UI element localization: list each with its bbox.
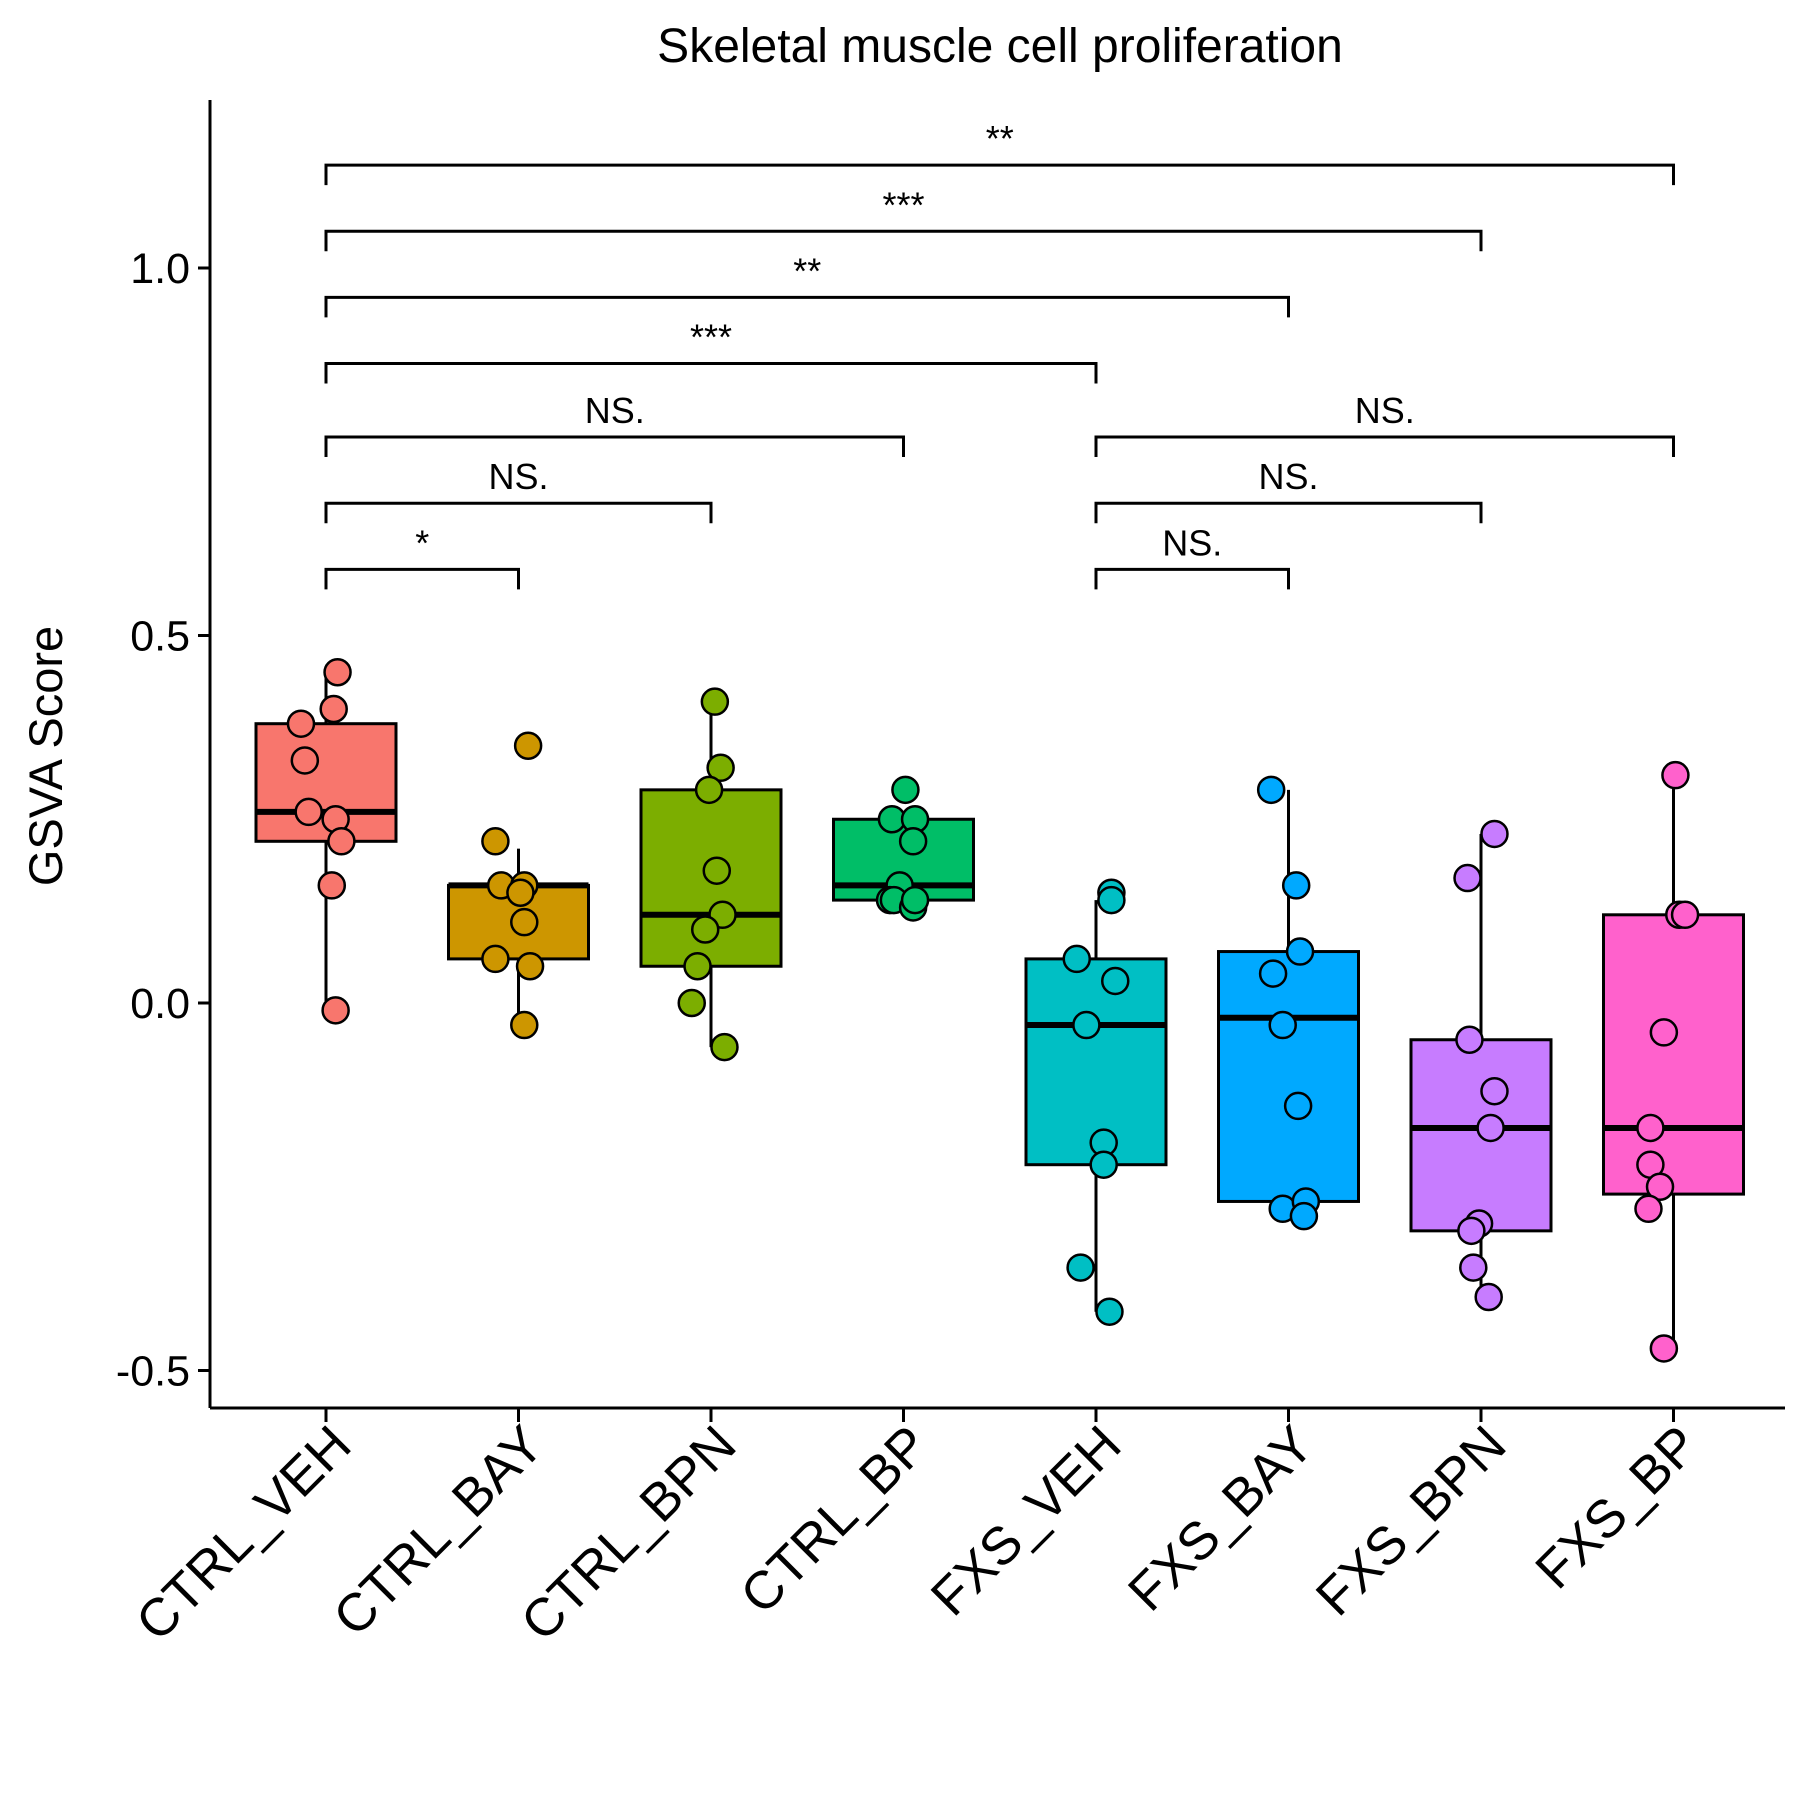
x-tick-label: FXS_BP — [1525, 1415, 1710, 1600]
data-point — [319, 694, 348, 724]
y-axis-label: GSVA Score — [19, 626, 72, 886]
data-point — [1281, 871, 1311, 900]
y-tick-label: -0.5 — [116, 1348, 190, 1396]
significance-bracket — [324, 435, 905, 458]
data-point — [1285, 937, 1315, 966]
data-point — [1455, 1025, 1484, 1054]
data-point — [290, 746, 320, 775]
data-point — [898, 827, 928, 856]
data-point — [515, 952, 545, 981]
significance-bracket — [1094, 435, 1675, 458]
data-point — [706, 753, 735, 783]
data-point — [700, 687, 730, 716]
significance-label: NS. — [1162, 522, 1222, 563]
significance-label: * — [415, 522, 429, 563]
data-point — [510, 1010, 539, 1040]
data-point — [1097, 885, 1126, 915]
data-point — [702, 856, 732, 885]
data-point — [677, 988, 706, 1018]
data-point — [1066, 1253, 1095, 1282]
data-point — [1095, 1297, 1124, 1326]
x-tick-label: FXS_BPN — [1305, 1415, 1518, 1628]
data-point — [694, 775, 724, 805]
significance-label: NS. — [585, 390, 645, 431]
significance-label: NS. — [488, 456, 548, 497]
box-fxs-bp — [1602, 913, 1745, 1196]
chart-title: Skeletal muscle cell proliferation — [657, 20, 1343, 73]
significance-label: NS. — [1355, 390, 1415, 431]
data-point — [1645, 1172, 1675, 1201]
data-point — [1268, 1010, 1297, 1040]
data-point — [1459, 1253, 1488, 1282]
significance-bracket — [324, 501, 713, 524]
data-point — [1457, 1216, 1486, 1246]
data-point — [481, 944, 510, 974]
data-point — [294, 797, 323, 827]
plot-area: -0.50.00.51.0CTRL_VEHCTRL_BAYCTRL_BPNCTR… — [116, 100, 1785, 1652]
x-tick-label: CTRL_BP — [730, 1415, 940, 1625]
data-point — [710, 1032, 739, 1062]
data-point — [1649, 1018, 1679, 1047]
data-point — [513, 731, 543, 760]
data-point — [1474, 1282, 1503, 1312]
significance-bracket — [324, 229, 1483, 252]
data-point — [510, 907, 539, 937]
data-point — [683, 952, 712, 981]
data-point — [1101, 966, 1130, 996]
data-point — [1634, 1194, 1663, 1224]
significance-bracket — [1094, 501, 1483, 524]
significance-label: *** — [882, 184, 924, 225]
data-point — [1670, 900, 1700, 930]
x-tick-label: FXS_BAY — [1117, 1415, 1325, 1623]
data-point — [900, 885, 930, 915]
x-tick-label: CTRL_VEH — [125, 1415, 362, 1652]
data-point — [481, 827, 510, 856]
data-point — [327, 827, 356, 856]
box-fxs-veh — [1024, 957, 1168, 1167]
y-tick-label: 0.5 — [130, 613, 190, 661]
significance-label: ** — [793, 250, 821, 291]
box-fxs-bay — [1217, 950, 1360, 1203]
data-point — [323, 658, 352, 687]
data-point — [317, 871, 347, 900]
data-point — [1480, 1076, 1509, 1106]
data-point — [690, 915, 720, 944]
significance-label: *** — [690, 317, 732, 358]
significance-label: NS. — [1258, 456, 1318, 497]
y-tick-label: 0.0 — [130, 980, 190, 1028]
x-tick-label: FXS_VEH — [920, 1415, 1133, 1628]
data-point — [506, 878, 535, 907]
data-point — [891, 775, 920, 805]
significance-bracket — [324, 567, 520, 590]
data-point — [1453, 863, 1482, 893]
data-point — [1476, 1113, 1505, 1143]
significance-label: ** — [986, 118, 1014, 159]
data-point — [1649, 1334, 1679, 1363]
data-point — [1089, 1150, 1118, 1179]
data-point — [1062, 944, 1091, 974]
data-point — [1258, 959, 1288, 988]
data-point — [321, 996, 350, 1025]
data-point — [286, 709, 316, 738]
significance-bracket — [324, 163, 1675, 186]
y-tick-label: 1.0 — [130, 245, 190, 293]
data-point — [1072, 1010, 1101, 1040]
data-point — [1256, 775, 1286, 805]
data-point — [1289, 1201, 1319, 1231]
significance-bracket — [324, 295, 1290, 318]
significance-bracket — [1094, 567, 1290, 590]
data-point — [1636, 1113, 1665, 1143]
data-point — [1661, 760, 1690, 790]
data-point — [1480, 819, 1509, 849]
significance-bracket — [324, 362, 1098, 384]
data-point — [1283, 1091, 1313, 1121]
